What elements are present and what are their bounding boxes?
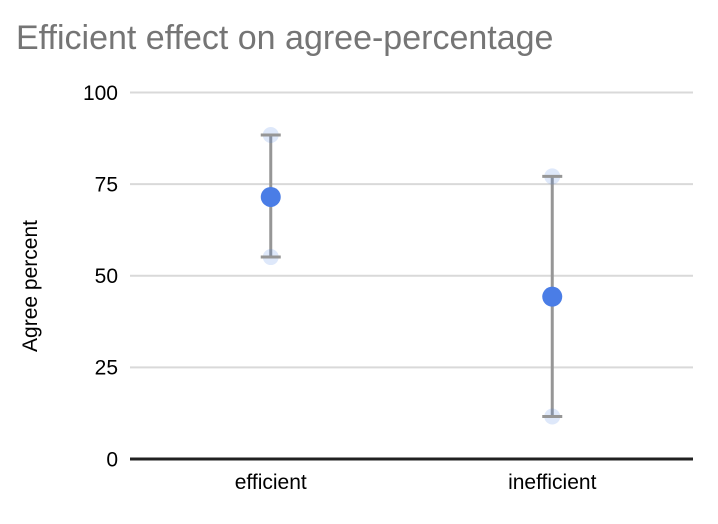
chart-title: Efficient effect on agree-percentage xyxy=(16,19,554,57)
y-tick-label: 75 xyxy=(95,173,118,196)
x-category-label: inefficient xyxy=(508,471,597,494)
y-tick-label: 25 xyxy=(95,357,118,380)
y-tick-label: 0 xyxy=(106,448,118,471)
data-point xyxy=(260,186,281,207)
y-tick-label: 100 xyxy=(83,82,118,105)
y-tick-label: 50 xyxy=(95,265,118,288)
y-axis-title: Agree percent xyxy=(19,220,42,352)
x-category-label: efficient xyxy=(235,471,307,494)
data-point xyxy=(542,286,563,307)
